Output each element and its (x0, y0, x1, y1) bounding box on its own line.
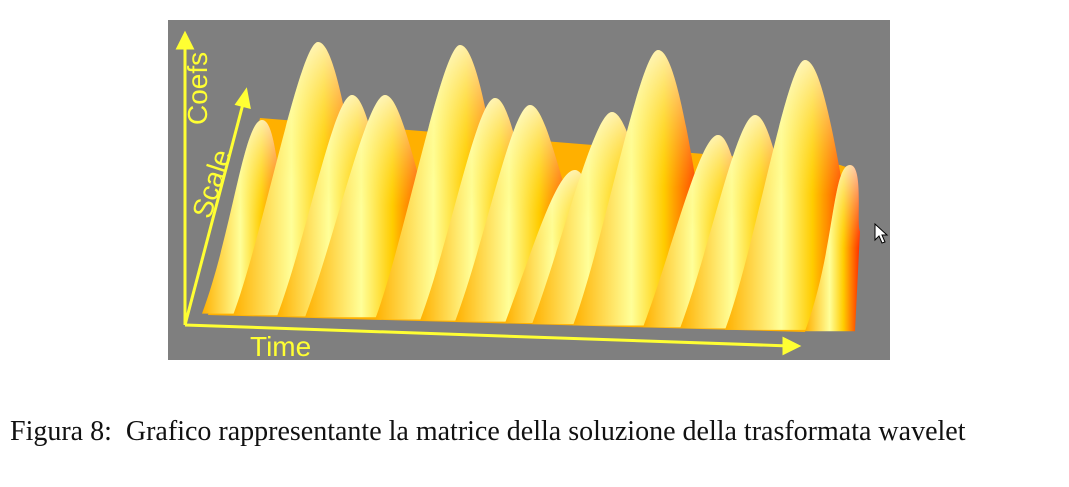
figure-caption: Figura 8: Grafico rappresentante la matr… (10, 414, 1065, 450)
figure: Coefs Scale Time (168, 20, 890, 362)
caption-label: Figura 8: (10, 416, 112, 447)
axis-label-coefs: Coefs (182, 52, 213, 125)
peak-highlight (805, 165, 860, 332)
caption-text: Grafico rappresentante la matrice della … (125, 416, 966, 447)
axis-label-time: Time (250, 331, 311, 362)
peak-highlight (725, 60, 850, 330)
mouse-cursor (874, 222, 889, 244)
surface-peaks (202, 42, 860, 332)
axes (175, 30, 802, 356)
